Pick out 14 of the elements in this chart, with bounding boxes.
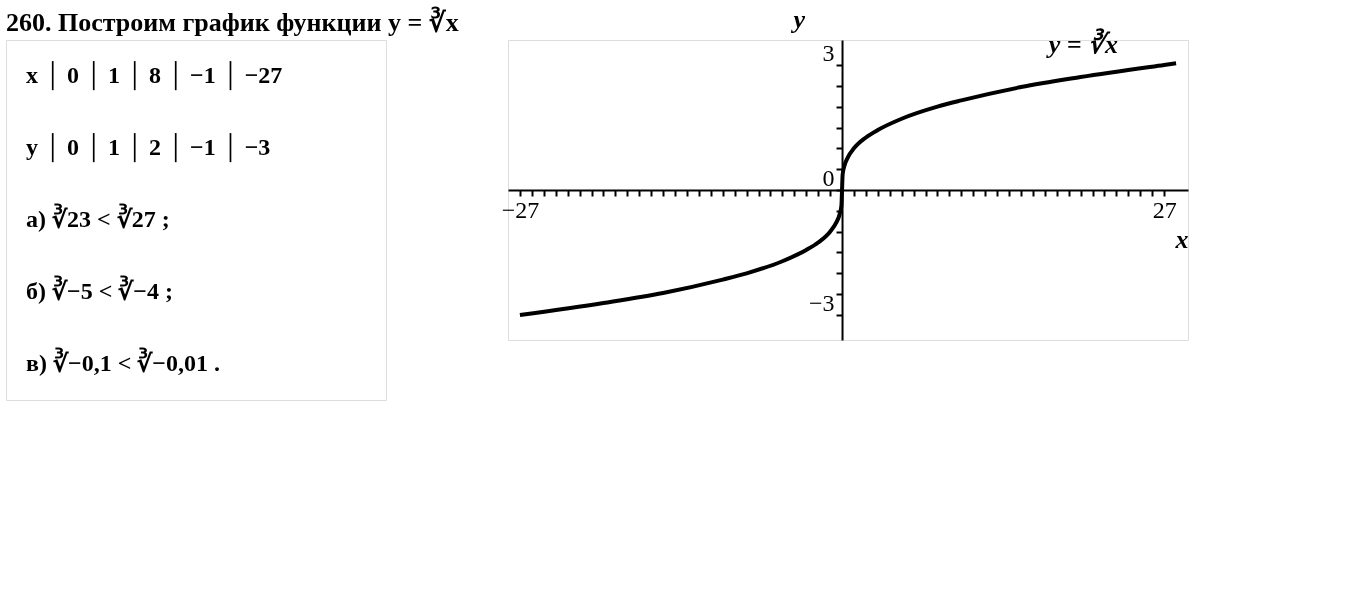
x-tick-label: 27: [1152, 196, 1177, 223]
annotation: y = ∛x: [1045, 28, 1118, 59]
text: 260. Построим график функции y = ∛x: [6, 6, 459, 37]
y-tick-label: −3: [808, 289, 835, 316]
y-tick-label: 3: [822, 39, 835, 66]
y-tick-label: 0: [822, 164, 835, 191]
x-axis-title: x: [1174, 224, 1189, 254]
text: б) ∛−5 < ∛−4 ;: [26, 275, 174, 304]
x-tick-label: −27: [501, 196, 540, 223]
text: y │ 0 │ 1 │ 2 │ −1 │ −3: [26, 133, 271, 163]
y-axis-title: y: [790, 4, 806, 34]
text: x │ 0 │ 1 │ 8 │ −1 │ −27: [26, 61, 283, 91]
text: в) ∛−0,1 < ∛−0,01 .: [26, 347, 220, 376]
text: а) ∛23 < ∛27 ;: [26, 203, 170, 232]
